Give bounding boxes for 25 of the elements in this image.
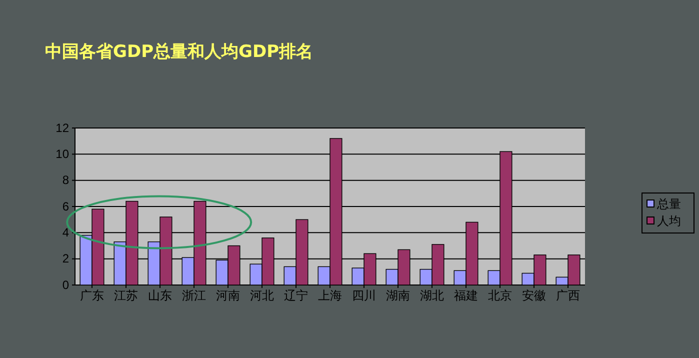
x-tick-label: 上海 <box>318 288 342 303</box>
x-tick-label: 湖北 <box>420 288 444 303</box>
y-tick-label: 12 <box>56 120 70 135</box>
x-tick-label: 浙江 <box>182 288 206 303</box>
x-tick-label: 辽宁 <box>284 288 308 303</box>
chart-title: 中国各省GDP总量和人均GDP排名 <box>45 42 314 62</box>
x-tick-label: 安徽 <box>522 288 546 303</box>
y-tick-label: 4 <box>62 226 70 240</box>
x-tick-label: 山东 <box>148 288 172 303</box>
y-tick-label: 2 <box>62 252 70 266</box>
x-tick-label: 湖南 <box>386 288 410 303</box>
y-tick-label: 10 <box>56 147 70 162</box>
x-tick-label: 河南 <box>216 288 240 303</box>
legend-label: 人均 <box>657 214 681 228</box>
x-tick-label: 福建 <box>454 288 478 303</box>
y-tick-label: 6 <box>62 199 70 214</box>
x-tick-label: 广东 <box>80 288 104 303</box>
x-tick-label: 河北 <box>250 288 274 303</box>
x-tick-label: 广西 <box>556 288 580 303</box>
x-tick-label: 江苏 <box>114 288 138 303</box>
x-tick-label: 四川 <box>352 288 376 303</box>
y-tick-label: 0 <box>62 278 70 292</box>
y-tick-label: 8 <box>62 173 70 188</box>
legend-label: 总量 <box>656 197 681 211</box>
x-tick-label: 北京 <box>488 288 512 303</box>
